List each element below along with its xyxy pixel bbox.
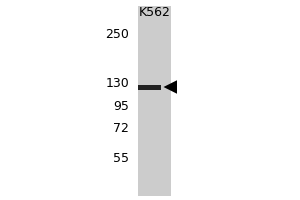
Text: 95: 95 [113, 100, 129, 114]
Polygon shape [164, 80, 177, 94]
Text: K562: K562 [139, 5, 170, 19]
Text: 250: 250 [105, 28, 129, 42]
Text: 130: 130 [105, 77, 129, 90]
Text: 72: 72 [113, 122, 129, 136]
Bar [138, 6, 171, 196]
Text: 55: 55 [113, 153, 129, 166]
Bar [138, 84, 160, 90]
